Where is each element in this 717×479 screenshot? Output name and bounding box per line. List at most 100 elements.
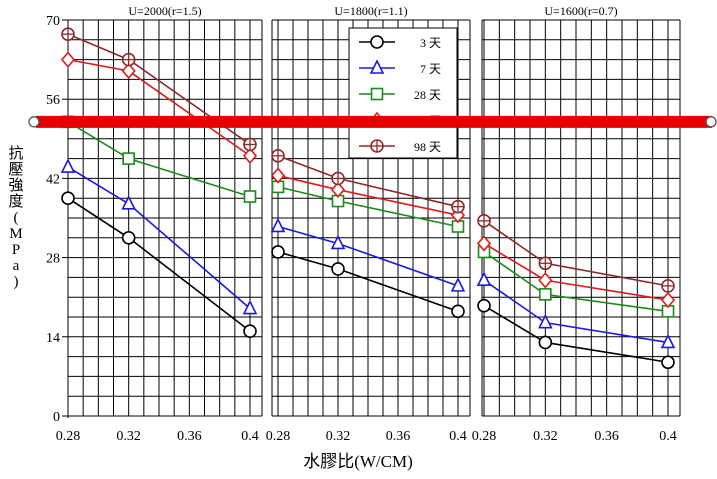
legend-item: 7 天	[359, 59, 441, 76]
x-tick-label: 0.28	[56, 429, 81, 444]
data-point-square	[243, 190, 257, 203]
data-point-diamond	[242, 147, 258, 165]
series-98天	[271, 148, 465, 214]
data-point-circle-plus	[451, 199, 465, 214]
panel-title: U=2000(r=1.5)	[128, 4, 201, 18]
data-point-diamond	[121, 62, 136, 80]
data-point-circle-plus	[121, 52, 136, 67]
x-tick-label: 0.32	[326, 429, 351, 444]
x-tick-label: 0.4	[241, 429, 259, 444]
series-56天	[270, 167, 466, 224]
series-7天	[270, 217, 466, 292]
y-tick-label: 70	[46, 14, 60, 29]
y-tick-label: 28	[46, 252, 60, 267]
y-axis-label-char: 抗	[8, 145, 23, 162]
series-3天	[271, 245, 465, 319]
data-point-circle	[243, 324, 257, 338]
data-point-diamond	[60, 51, 76, 68]
y-axis-label-char: P	[12, 242, 20, 258]
data-point-circle-plus	[331, 171, 345, 186]
data-point-triangle	[270, 217, 286, 233]
legend-label: 28 天	[414, 88, 441, 102]
x-tick-label: 0.32	[533, 429, 558, 444]
overlay-line-start-handle	[28, 116, 40, 128]
data-point-triangle	[330, 234, 346, 250]
data-point-square	[122, 152, 135, 165]
data-point-diamond	[660, 291, 676, 309]
legend-item: 98 天	[359, 139, 441, 154]
data-point-circle	[121, 231, 136, 245]
data-point-circle	[370, 35, 384, 49]
data-point-triangle	[476, 271, 492, 287]
series-98天	[477, 214, 675, 293]
y-axis-label-char: 度	[8, 193, 23, 210]
x-tick-label: 0.4	[659, 429, 677, 444]
y-axis-label-char: a	[13, 258, 20, 274]
data-point-triangle	[121, 195, 136, 210]
panel-grid	[481, 19, 681, 417]
data-point-circle-plus	[370, 139, 384, 153]
data-point-circle	[538, 335, 553, 350]
overlay-line-end-handle	[705, 116, 717, 128]
data-point-square	[370, 87, 384, 101]
y-axis-label-char: (	[14, 210, 19, 226]
series-3天	[477, 298, 675, 370]
y-axis-label-char: M	[9, 226, 22, 242]
y-axis-label-char: )	[14, 274, 19, 290]
overlay-line	[28, 115, 717, 128]
data-point-circle-plus	[243, 137, 257, 152]
x-axis: 0.28 0.32 0.36 0.4	[56, 429, 259, 444]
x-axis-label: 水膠比(W/CM)	[303, 452, 413, 471]
y-axis-label-char: 壓	[8, 162, 23, 178]
legend-item: 28 天	[359, 87, 441, 102]
series-56天	[476, 235, 676, 309]
data-point-diamond	[538, 271, 553, 289]
legend-label: 3 天	[420, 36, 441, 50]
data-point-triangle	[60, 158, 76, 173]
legend-item: 3 天	[359, 35, 441, 50]
panel-title: U=1600(r=0.7)	[544, 4, 617, 18]
panel-3: U=1600(r=0.7) 0.28 0.32 0.36 0.4	[472, 4, 681, 444]
y-axis-label-char: 強	[8, 177, 23, 194]
y-tick-label: 14	[46, 331, 60, 346]
data-point-diamond	[270, 167, 286, 184]
y-tick-label: 56	[46, 93, 60, 108]
data-point-circle	[271, 245, 285, 259]
panel-title: U=1800(r=1.1)	[334, 4, 407, 18]
series-7天	[60, 158, 258, 315]
data-point-circle-plus	[661, 279, 675, 293]
data-point-circle	[331, 262, 345, 276]
data-point-circle	[61, 191, 75, 205]
data-point-circle	[477, 298, 491, 313]
data-point-circle	[661, 355, 675, 370]
data-point-circle	[451, 304, 465, 319]
x-tick-label: 0.36	[177, 429, 202, 444]
data-point-circle-plus	[538, 256, 553, 271]
data-point-triangle	[450, 277, 466, 292]
legend-label: 7 天	[420, 62, 441, 76]
panel-1: U=2000(r=1.5) 0.28 0.32 0.36 0.4	[56, 4, 263, 444]
legend-label: 98 天	[414, 140, 441, 154]
data-point-circle-plus	[477, 214, 491, 228]
legend-box	[348, 27, 458, 159]
series-3天	[61, 191, 257, 338]
data-point-square	[539, 288, 552, 301]
data-point-triangle	[660, 333, 676, 349]
data-point-diamond	[330, 181, 346, 198]
x-tick-label: 0.28	[266, 429, 291, 444]
x-axis: 0.28 0.32 0.36 0.4	[472, 429, 677, 444]
legend: 3 天7 天28 天56 天98 天	[348, 27, 458, 159]
x-tick-label: 0.36	[594, 429, 619, 444]
x-tick-label: 0.4	[449, 429, 467, 444]
data-point-triangle	[369, 59, 385, 74]
x-tick-label: 0.36	[386, 429, 411, 444]
y-axis: 0 14 28 42 56 70	[46, 14, 69, 425]
data-point-circle-plus	[271, 148, 285, 163]
x-axis: 0.28 0.32 0.36 0.4	[266, 429, 467, 444]
y-tick-label: 42	[46, 172, 60, 187]
data-point-triangle	[242, 299, 258, 315]
data-point-triangle	[538, 313, 553, 329]
series-28天	[271, 180, 465, 233]
